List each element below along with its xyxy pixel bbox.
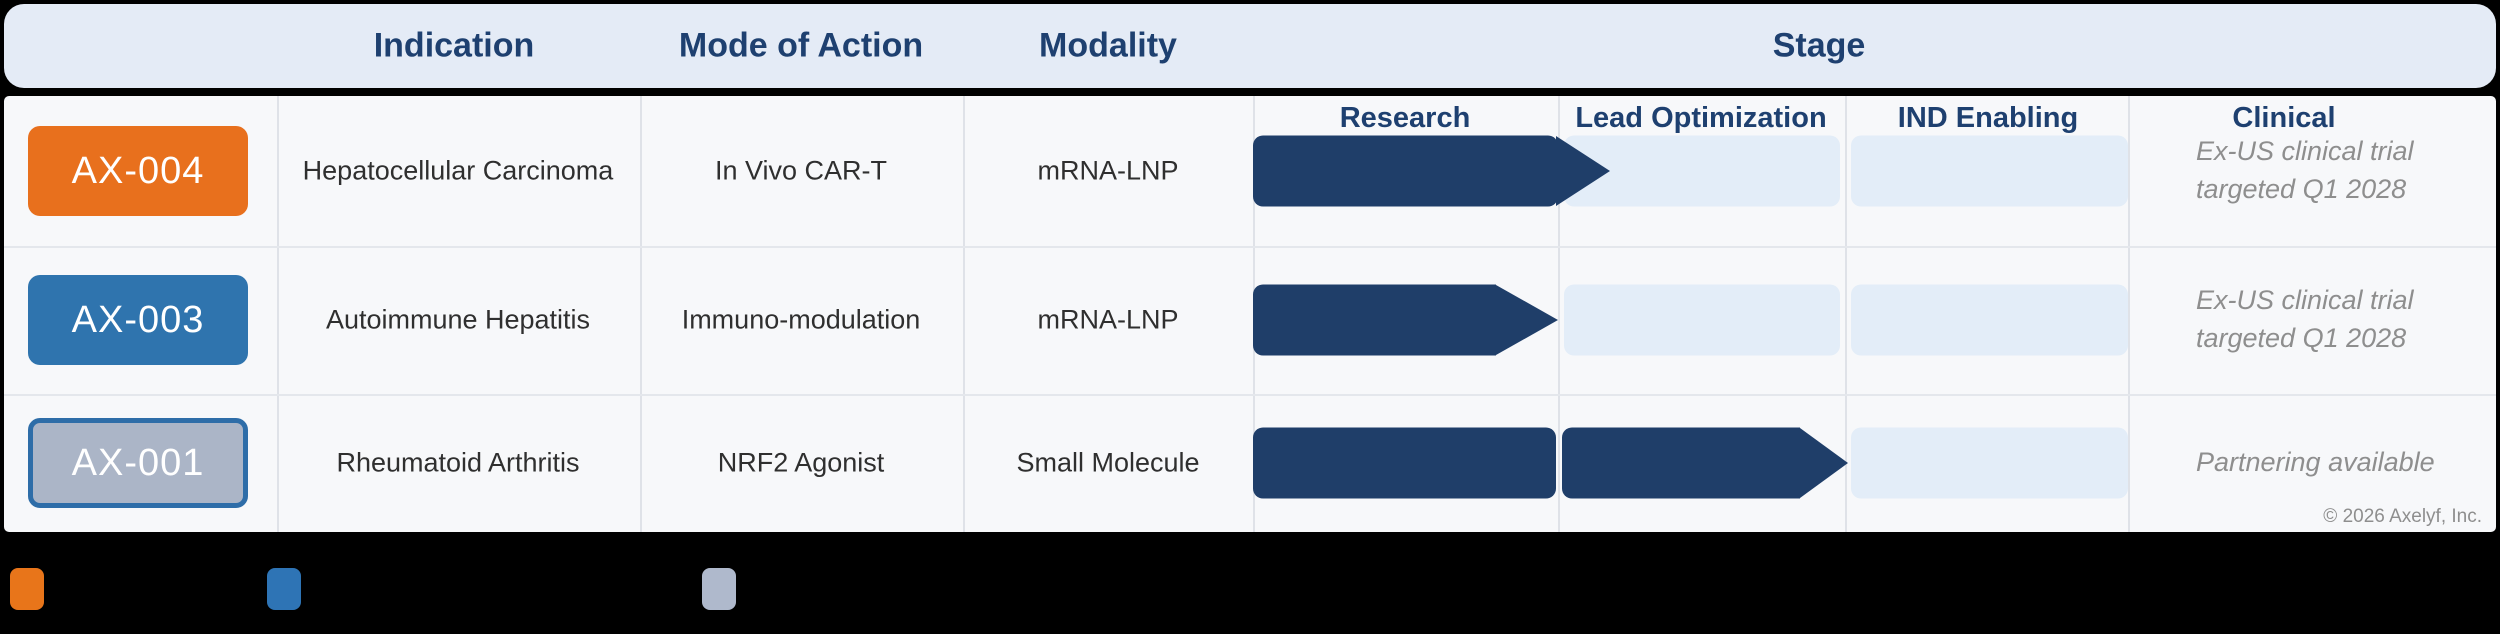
- pipeline-table-body: Research Lead Optimization IND Enabling …: [4, 96, 2496, 532]
- stage-progress-arrowhead-icon: [1556, 136, 1610, 206]
- indication-cell: Hepatocellular Carcinoma: [302, 155, 614, 186]
- legend-chip-orange: [10, 568, 44, 610]
- stage-track-lead-optimization: [1564, 284, 1840, 356]
- indication-cell: Rheumatoid Arthritis: [336, 447, 580, 478]
- stage-track-lead-optimization: [1564, 135, 1840, 207]
- stage-progress-bar-research: [1253, 427, 1556, 499]
- stage-track-ind-enabling: [1851, 284, 2128, 356]
- column-header-mode-of-action: Mode of Action: [678, 26, 924, 65]
- clinical-note: Partnering available: [2196, 447, 2435, 478]
- stage-header-ind-enabling: IND Enabling: [1897, 102, 2079, 134]
- mode-of-action-cell: NRF2 Agonist: [717, 447, 885, 478]
- stage-progress-bar-lead-optimization: [1562, 427, 1800, 499]
- program-badge: AX-001: [28, 418, 248, 508]
- column-divider: [2128, 96, 2130, 532]
- mode-of-action-cell: Immuno-modulation: [681, 304, 921, 335]
- stage-progress-arrowhead-icon: [1800, 428, 1848, 498]
- stage-track-ind-enabling: [1851, 427, 2128, 499]
- header-band: Indication Mode of Action Modality Stage: [4, 4, 2496, 88]
- column-header-modality: Modality: [1039, 26, 1177, 65]
- legend-chip-blue: [267, 568, 301, 610]
- legend-chip-gray: [702, 568, 736, 610]
- column-divider: [1558, 96, 1560, 532]
- modality-cell: mRNA-LNP: [1037, 304, 1179, 335]
- table-row: AX-004 Hepatocellular Carcinoma In Vivo …: [4, 96, 2496, 246]
- clinical-note: Ex-US clinical trial targeted Q1 2028: [2196, 136, 2414, 204]
- modality-cell: mRNA-LNP: [1037, 155, 1179, 186]
- modality-cell: Small Molecule: [1016, 447, 1200, 478]
- stage-header-lead-optimization: Lead Optimization: [1575, 102, 1827, 134]
- column-divider: [963, 96, 965, 532]
- column-divider: [640, 96, 642, 532]
- indication-cell: Autoimmune Hepatitis: [325, 304, 591, 335]
- program-badge: AX-003: [28, 275, 248, 365]
- stage-header-clinical: Clinical: [2232, 102, 2336, 134]
- mode-of-action-cell: In Vivo CAR-T: [714, 155, 888, 186]
- column-header-stage: Stage: [1772, 26, 1866, 65]
- stage-track-ind-enabling: [1851, 135, 2128, 207]
- row-divider: [4, 394, 2496, 396]
- table-row: AX-003 Autoimmune Hepatitis Immuno-modul…: [4, 246, 2496, 394]
- copyright-text: © 2026 Axelyf, Inc.: [2323, 506, 2482, 527]
- clinical-note: Ex-US clinical trial targeted Q1 2028: [2196, 285, 2414, 353]
- stage-header-research: Research: [1339, 102, 1471, 134]
- stage-progress-arrowhead-icon: [1496, 285, 1558, 355]
- stage-progress-bar: [1253, 135, 1558, 207]
- table-row: AX-001 Rheumatoid Arthritis NRF2 Agonist…: [4, 394, 2496, 532]
- column-divider: [277, 96, 279, 532]
- column-header-indication: Indication: [373, 26, 535, 65]
- stage-progress-bar: [1253, 284, 1496, 356]
- row-divider: [4, 246, 2496, 248]
- column-divider: [1845, 96, 1847, 532]
- program-badge: AX-004: [28, 126, 248, 216]
